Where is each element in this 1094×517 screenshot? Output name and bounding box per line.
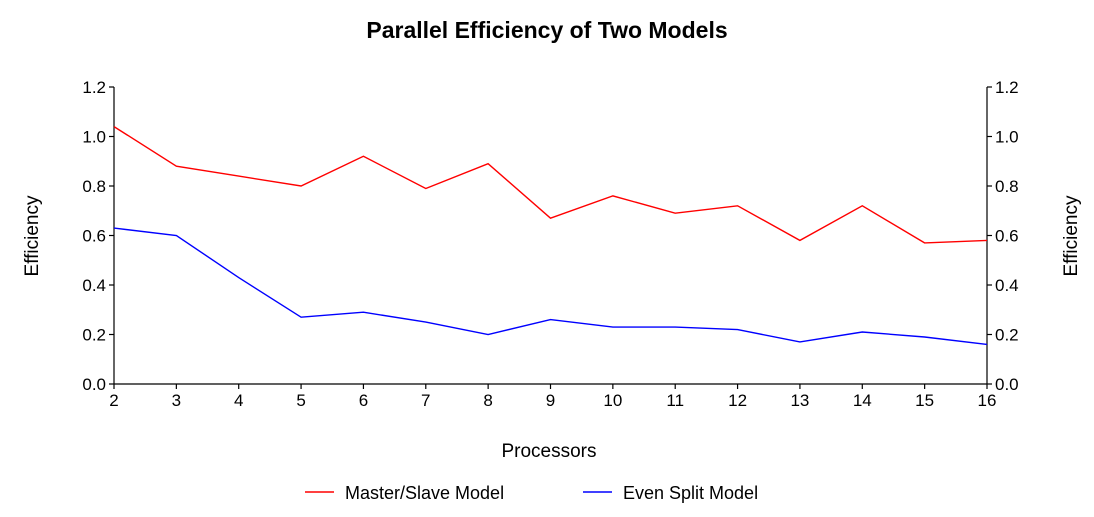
- x-tick-label: 4: [234, 391, 243, 410]
- y-tick-label-left: 1.0: [82, 128, 106, 147]
- x-tick-label: 8: [483, 391, 492, 410]
- ticks-group: 2 3 4 5 6 7 8 9 10 11 12 13 14 15 160.0 0.00.2 0.20.4 0.4…: [82, 78, 1018, 410]
- x-tick-label: 15: [915, 391, 934, 410]
- y-tick-label-left: 0.6: [82, 227, 106, 246]
- y-tick-label-left: 0.0: [82, 375, 106, 394]
- x-tick-label: 7: [421, 391, 430, 410]
- series-line-even-split: [113, 227, 988, 346]
- y-tick-label-right: 1.0: [995, 128, 1019, 147]
- y-tick-label-right: 0.8: [995, 177, 1019, 196]
- y-tick-label-left: 0.2: [82, 326, 106, 345]
- x-tick-label: 10: [603, 391, 622, 410]
- series-line-master-slave: [113, 126, 988, 244]
- y-tick-label-left: 0.8: [82, 177, 106, 196]
- x-tick-label: 9: [546, 391, 555, 410]
- y-axis-label-left: Efficiency: [22, 195, 43, 276]
- y-tick-label-right: 1.2: [995, 78, 1019, 97]
- x-tick-label: 5: [296, 391, 305, 410]
- x-tick-label: 12: [728, 391, 747, 410]
- legend: Master/Slave Model Even Split Model: [305, 483, 758, 503]
- plot-area: 2 3 4 5 6 7 8 9 10 11 12 13 14 15 160.0 0.00.2 0.20.4 0.4…: [82, 78, 1018, 410]
- y-tick-label-left: 1.2: [82, 78, 106, 97]
- legend-label-even-split: Even Split Model: [623, 483, 758, 503]
- y-axis-label-right: Efficiency: [1061, 195, 1082, 276]
- x-tick-label: 2: [109, 391, 118, 410]
- x-tick-label: 14: [853, 391, 872, 410]
- chart-title: Parallel Efficiency of Two Models: [366, 17, 727, 43]
- x-tick-label: 11: [666, 391, 684, 410]
- x-tick-label: 16: [978, 391, 997, 410]
- y-tick-label-right: 0.6: [995, 227, 1019, 246]
- series-group: [113, 126, 988, 346]
- x-tick-label: 13: [790, 391, 809, 410]
- y-tick-label-right: 0.4: [995, 276, 1019, 295]
- y-tick-label-right: 0.0: [995, 375, 1019, 394]
- legend-label-master-slave: Master/Slave Model: [345, 483, 504, 503]
- x-axis-label: Processors: [501, 441, 596, 462]
- x-tick-label: 6: [359, 391, 368, 410]
- x-tick-label: 3: [172, 391, 181, 410]
- y-tick-label-left: 0.4: [82, 276, 106, 295]
- y-tick-label-right: 0.2: [995, 326, 1019, 345]
